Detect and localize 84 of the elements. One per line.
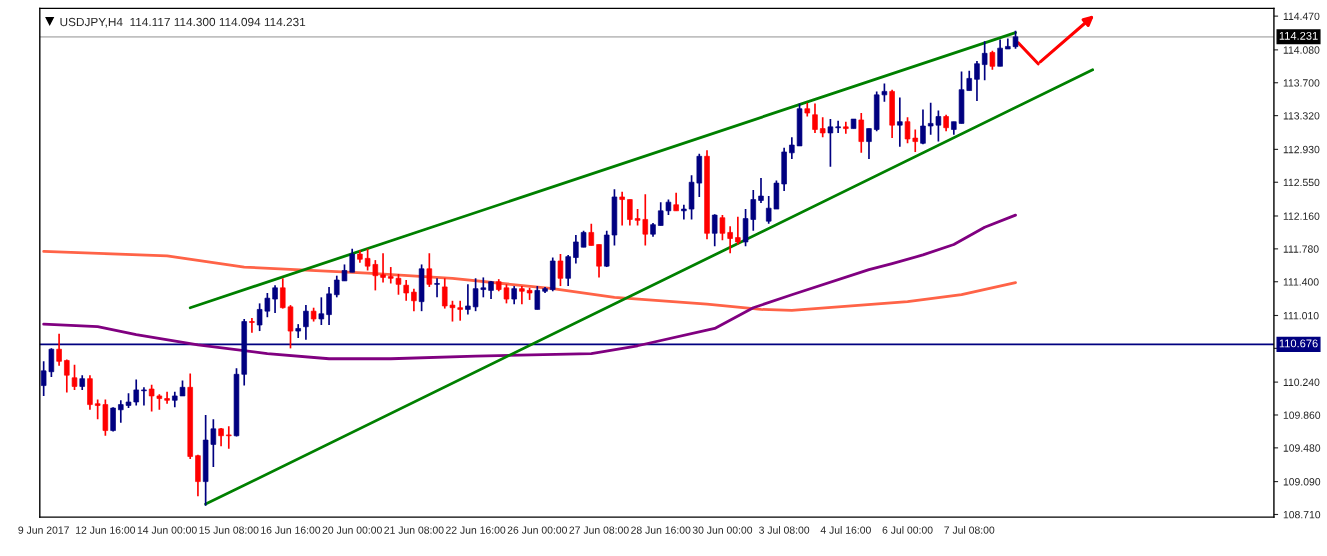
candlestick: [789, 136, 795, 160]
candlestick: [673, 191, 679, 212]
candlestick: [71, 363, 78, 391]
x-tick-label: 3 Jul 08:00: [759, 526, 810, 534]
candlestick: [557, 253, 564, 287]
candlestick: [403, 279, 409, 302]
line-series: [42, 250, 1017, 312]
candlestick: [711, 213, 718, 248]
ref-line-label: 110.676: [1279, 339, 1318, 348]
candlestick: [897, 96, 903, 148]
candlestick: [596, 243, 602, 279]
x-tick-label: 6 Jul 00:00: [882, 526, 933, 534]
candlestick: [465, 283, 471, 316]
candlestick: [226, 425, 232, 450]
candlestick: [812, 102, 818, 134]
x-tick-label: 27 Jun 08:00: [569, 526, 629, 534]
candlestick: [573, 234, 579, 265]
candlestick: [434, 277, 440, 299]
candlestick: [249, 317, 255, 334]
candlestick: [866, 127, 872, 160]
x-tick-label: 12 Jun 16:00: [76, 526, 136, 534]
candlestick: [827, 118, 834, 168]
candlestick: [534, 285, 541, 311]
candlestick: [56, 332, 62, 367]
x-tick-label: 15 Jun 08:00: [199, 526, 259, 534]
candlestick: [843, 120, 849, 135]
candlestick: [819, 116, 826, 139]
y-tick-label: 109.480: [1283, 444, 1321, 452]
candlestick: [318, 296, 325, 326]
text: USDJPY,H4 114.117 114.300 114.094 114.231: [60, 17, 306, 28]
y-tick-label: 113.320: [1283, 112, 1320, 120]
candlestick: [565, 254, 571, 287]
x-tick-label: 28 Jun 16:00: [631, 526, 691, 534]
x-tick-label: 21 Jun 08:00: [384, 526, 444, 534]
candlestick: [511, 285, 517, 306]
candlestick: [974, 60, 980, 102]
candlestick: [519, 285, 525, 306]
candlestick: [858, 112, 865, 154]
candlestick: [588, 222, 595, 247]
candlestick: [727, 225, 733, 255]
candlestick: [164, 390, 170, 405]
candlestick: [735, 216, 741, 246]
candlestick: [719, 214, 726, 242]
candlestick: [110, 406, 116, 433]
candlestick: [758, 177, 764, 204]
x-tick-label: 26 Jun 00:00: [507, 526, 568, 534]
candlestick: [619, 190, 625, 227]
ref-line-label: 114.231: [1279, 31, 1318, 40]
y-tick-label: 111.400: [1283, 278, 1319, 286]
y-tick-label: 109.090: [1283, 478, 1321, 486]
x-tick-label: 14 Jun 00:00: [137, 526, 197, 534]
y-tick-label: 111.010: [1283, 311, 1319, 320]
y-tick-label: 110.240: [1283, 378, 1320, 386]
candlestick: [326, 286, 332, 326]
candlestick: [981, 40, 988, 81]
x-tick-label: 16 Jun 16:00: [261, 526, 321, 534]
y-tick-label: 114.470: [1283, 12, 1320, 20]
y-tick-label: 113.700: [1283, 79, 1320, 87]
x-tick-label: 4 Jul 16:00: [820, 526, 871, 534]
x-tick-label: 9 Jun 2017: [18, 526, 69, 534]
candlestick: [141, 386, 147, 407]
y-tick-label: 108.710: [1283, 510, 1321, 519]
y-tick-label: 111.780: [1283, 245, 1319, 253]
y-tick-label: 112.930: [1283, 145, 1320, 154]
line-series: [42, 213, 1017, 361]
y-tick-label: 114.080: [1283, 46, 1320, 54]
candlestick: [272, 284, 278, 314]
candlestick: [380, 252, 386, 284]
candlestick: [64, 358, 70, 394]
candlestick: [426, 252, 433, 288]
y-tick-label: 112.160: [1283, 212, 1320, 220]
candlestick: [627, 198, 633, 227]
x-tick-label: 7 Jul 08:00: [944, 526, 995, 534]
candlestick: [920, 108, 926, 146]
candlestick: [303, 304, 309, 341]
x-tick-label: 22 Jun 16:00: [446, 526, 506, 534]
x-tick-label: 20 Jun 00:00: [322, 526, 382, 534]
y-tick-label: 112.550: [1283, 178, 1320, 187]
candlestick: [997, 38, 1003, 68]
y-tick-label: 109.860: [1283, 411, 1321, 419]
candlestick: [989, 49, 996, 71]
candlestick: [835, 119, 841, 134]
x-tick-label: 30 Jun 00:00: [692, 526, 753, 534]
candlestick: [411, 287, 417, 312]
